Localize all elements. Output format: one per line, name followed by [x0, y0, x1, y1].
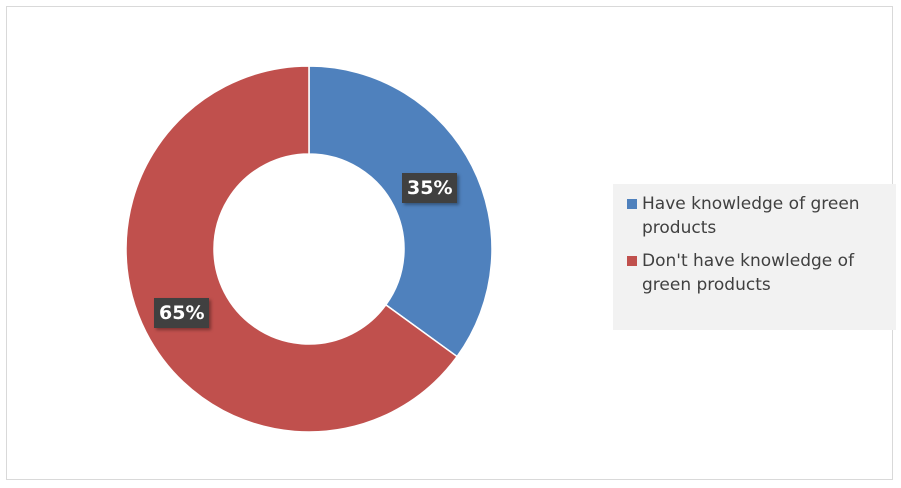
data-label-dont-have-knowledge: 65% — [154, 298, 210, 328]
legend-label: Don't have knowledge of green products — [642, 251, 855, 295]
legend-entry-have-knowledge: Have knowledge of green products — [627, 192, 886, 240]
donut-chart — [125, 65, 493, 433]
legend-swatch-blue — [627, 199, 637, 209]
data-label-have-knowledge: 35% — [402, 173, 458, 203]
legend-label: Have knowledge of green products — [642, 194, 860, 238]
legend-swatch-red — [627, 256, 637, 266]
pie-slice-dont-have-knowledge — [125, 65, 459, 433]
legend: Have knowledge of green products Don't h… — [613, 184, 896, 330]
pie-slice-have-knowledge — [308, 65, 493, 358]
legend-entry-dont-have-knowledge: Don't have knowledge of green products — [627, 249, 886, 297]
chart-area: 35% 65% Have knowledge of green products… — [6, 6, 896, 480]
